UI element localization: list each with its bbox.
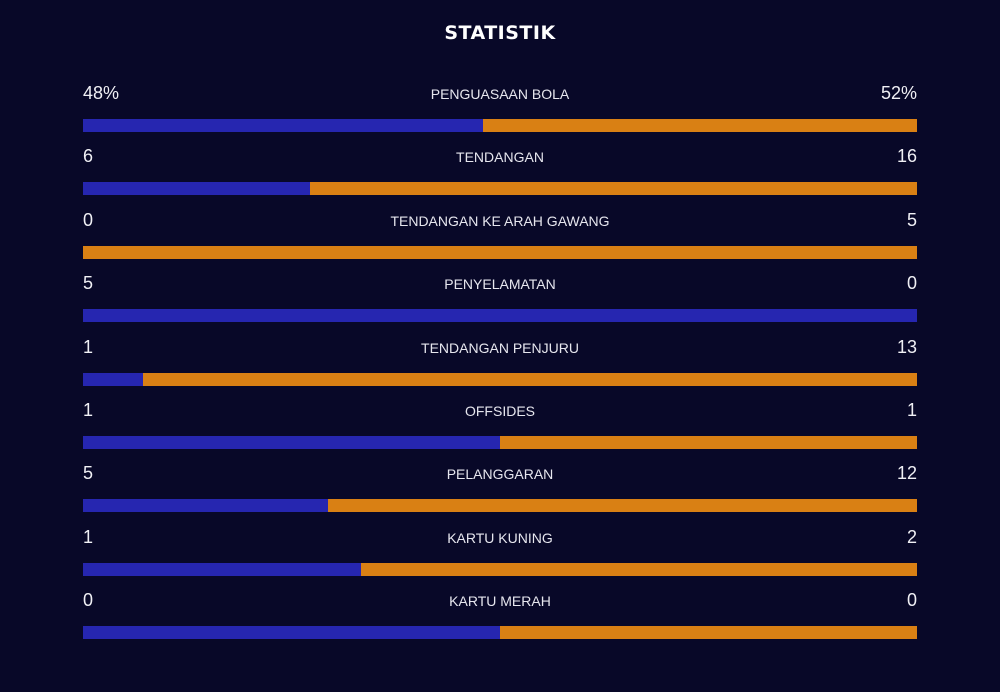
- stat-comparison-bar: [83, 245, 917, 259]
- away-value: 16: [896, 146, 917, 167]
- stat-row: 5 PELANGGARAN 12: [83, 463, 917, 513]
- stat-label: TENDANGAN PENJURU: [421, 339, 579, 356]
- home-value: 6: [83, 146, 94, 167]
- home-value: 0: [83, 590, 94, 611]
- away-bar-segment: [500, 436, 917, 449]
- away-value: 0: [906, 590, 917, 611]
- stat-line: 48% PENGUASAAN BOLA 52%: [83, 83, 917, 107]
- home-bar-segment: [83, 182, 311, 196]
- stat-line: 0 KARTU MERAH 0: [83, 590, 917, 614]
- stat-comparison-bar: [83, 626, 917, 640]
- stat-comparison-bar: [83, 499, 917, 513]
- away-bar-segment: [142, 372, 917, 386]
- stat-label: PENYELAMATAN: [444, 276, 556, 293]
- stat-row: 0 KARTU MERAH 0: [83, 590, 917, 640]
- stat-line: 5 PENYELAMATAN 0: [83, 273, 917, 297]
- stat-comparison-bar: [83, 119, 917, 132]
- away-bar-segment: [483, 119, 917, 132]
- stats-title: STATISTIK: [444, 22, 556, 44]
- home-value: 1: [83, 336, 94, 357]
- away-value: 13: [896, 336, 917, 357]
- stat-row: 6 TENDANGAN 16: [83, 146, 917, 196]
- stat-row: 1 OFFSIDES 1: [83, 400, 917, 450]
- stat-row: 0 TENDANGAN KE ARAH GAWANG 5: [83, 210, 917, 260]
- stat-label: OFFSIDES: [464, 403, 535, 419]
- stat-line: 1 OFFSIDES 1: [83, 400, 917, 424]
- stat-line: 5 PELANGGARAN 12: [83, 463, 917, 487]
- stat-row: 48% PENGUASAAN BOLA 52%: [83, 83, 917, 133]
- away-value: 5: [906, 209, 917, 230]
- home-value: 0: [83, 209, 94, 230]
- home-value: 5: [83, 273, 94, 294]
- stat-label: KARTU MERAH: [449, 593, 551, 610]
- stat-line: 6 TENDANGAN 16: [83, 146, 917, 170]
- stat-line: 0 TENDANGAN KE ARAH GAWANG 5: [83, 210, 917, 234]
- home-bar-segment: [83, 436, 500, 449]
- home-bar-segment: [83, 562, 361, 576]
- away-bar-segment: [310, 182, 917, 196]
- away-value: 12: [896, 463, 917, 484]
- stat-comparison-bar: [83, 562, 917, 576]
- away-value: 52%: [880, 83, 917, 103]
- stat-label: PELANGGARAN: [446, 466, 554, 483]
- stat-comparison-bar: [83, 372, 917, 386]
- away-value: 1: [906, 400, 917, 420]
- home-value: 1: [83, 526, 94, 547]
- stat-label: KARTU KUNING: [447, 529, 553, 546]
- home-bar-segment: [83, 372, 143, 386]
- away-bar-segment: [83, 245, 917, 259]
- stat-label: TENDANGAN: [456, 149, 544, 166]
- stat-label: TENDANGAN KE ARAH GAWANG: [390, 212, 610, 229]
- home-bar-segment: [83, 499, 329, 513]
- home-value: 48%: [83, 83, 120, 103]
- away-bar-segment: [500, 626, 917, 640]
- stat-row: 5 PENYELAMATAN 0: [83, 273, 917, 323]
- home-bar-segment: [83, 119, 484, 132]
- stat-comparison-bar: [83, 436, 917, 449]
- away-value: 0: [906, 273, 917, 294]
- stat-line: 1 TENDANGAN PENJURU 13: [83, 337, 917, 361]
- stat-line: 1 KARTU KUNING 2: [83, 527, 917, 551]
- home-bar-segment: [83, 309, 917, 323]
- away-value: 2: [906, 526, 917, 547]
- away-bar-segment: [328, 499, 917, 513]
- stat-label: PENGUASAAN BOLA: [430, 86, 570, 102]
- home-value: 5: [83, 463, 94, 484]
- stat-row: 1 KARTU KUNING 2: [83, 527, 917, 577]
- away-bar-segment: [360, 562, 917, 576]
- stat-row: 1 TENDANGAN PENJURU 13: [83, 337, 917, 387]
- home-value: 1: [83, 400, 94, 420]
- stat-comparison-bar: [83, 182, 917, 196]
- stat-comparison-bar: [83, 309, 917, 323]
- home-bar-segment: [83, 626, 500, 640]
